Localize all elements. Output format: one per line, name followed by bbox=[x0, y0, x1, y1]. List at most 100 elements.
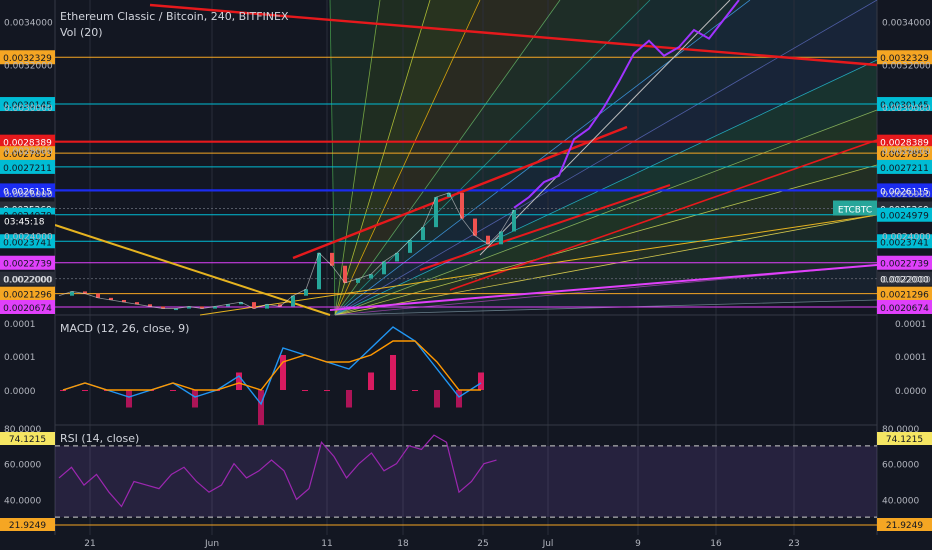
countdown: 03:45:18 bbox=[4, 218, 45, 228]
rsi-axis-left-tick: 60.0000 bbox=[4, 461, 41, 471]
macd-histogram-bar bbox=[126, 390, 132, 408]
macd-histogram-bar bbox=[324, 390, 330, 391]
price-candle bbox=[161, 306, 165, 309]
price-level-label: 0.0022739 bbox=[3, 260, 52, 270]
price-level-label: 0.0022000 bbox=[880, 276, 929, 286]
price-level-tag bbox=[0, 159, 55, 174]
chart-title: Ethereum Classic / Bitcoin, 240, BITFINE… bbox=[60, 10, 289, 23]
macd-histogram-bar bbox=[412, 390, 418, 391]
price-level-tag bbox=[877, 255, 932, 270]
macd-histogram-bar bbox=[280, 355, 286, 390]
macd-histogram-bar bbox=[346, 390, 352, 408]
price-candle bbox=[96, 293, 100, 298]
price-level-label: 0.0030145 bbox=[880, 101, 929, 111]
macd-legend: MACD (12, 26, close, 9) bbox=[60, 322, 190, 335]
price-level-tag bbox=[877, 234, 932, 249]
price-candle bbox=[187, 306, 191, 309]
price-level-tag bbox=[0, 286, 55, 301]
macd-histogram-bar bbox=[302, 390, 308, 391]
price-level-tag bbox=[877, 159, 932, 174]
price-candle bbox=[382, 261, 386, 275]
price-candle bbox=[83, 291, 87, 294]
rsi-axis-left-tick: 80.0000 bbox=[4, 425, 41, 435]
price-level-label: 0.0023741 bbox=[3, 238, 52, 248]
x-axis-tick: 16 bbox=[710, 539, 722, 549]
price-level-tag bbox=[0, 97, 55, 112]
price-line bbox=[58, 192, 515, 310]
price-axis-right-tick: 0.0028000 bbox=[882, 147, 931, 157]
price-candle bbox=[343, 265, 347, 283]
trend-line bbox=[149, 3, 878, 67]
price-candle bbox=[239, 302, 243, 305]
trend-line bbox=[54, 224, 331, 316]
rsi-value-tag bbox=[877, 432, 932, 445]
price-candle bbox=[473, 218, 477, 236]
price-level-label: 0.0028389 bbox=[3, 139, 52, 149]
price-level-label: 0.0020674 bbox=[880, 304, 929, 314]
x-axis-tick: 21 bbox=[84, 539, 95, 549]
rsi-value-label: 74.1215 bbox=[9, 435, 46, 445]
price-candle bbox=[135, 302, 139, 305]
price-level-label: 0.0026115 bbox=[3, 187, 52, 197]
price-candle bbox=[148, 304, 152, 307]
price-candle bbox=[421, 227, 425, 240]
price-axis-right-tick: 0.0026000 bbox=[882, 190, 931, 200]
macd-histogram-bar bbox=[478, 372, 484, 390]
price-level-label: 0.0032329 bbox=[880, 54, 929, 64]
price-candle bbox=[447, 192, 451, 198]
price-axis-left-tick: 0.0022000 bbox=[4, 276, 53, 286]
x-axis-tick: 23 bbox=[788, 539, 799, 549]
price-candle bbox=[70, 291, 74, 296]
rsi-bottom-label: 21.9249 bbox=[9, 521, 46, 531]
price-level-label: 0.0030145 bbox=[3, 101, 52, 111]
rsi-value-label: 74.1215 bbox=[886, 435, 923, 445]
price-candle bbox=[226, 304, 230, 307]
price-candle bbox=[278, 304, 282, 307]
price-axis-left-tick: 0.0034000 bbox=[4, 18, 53, 28]
rsi-axis-right-tick: 40.0000 bbox=[882, 496, 919, 506]
x-axis-tick: 9 bbox=[635, 539, 641, 549]
macd-histogram-bar bbox=[236, 372, 242, 390]
price-level-tag bbox=[877, 50, 932, 65]
price-level-label: 0.0024979 bbox=[880, 212, 929, 222]
price-candle bbox=[304, 289, 308, 296]
price-candle bbox=[252, 302, 256, 309]
macd-axis-left-tick: 0.0000 bbox=[4, 387, 36, 397]
price-level-label: 0.0020674 bbox=[3, 304, 52, 314]
trend-lines bbox=[54, 0, 878, 316]
price-axis-right-tick: 0.0034000 bbox=[882, 18, 931, 28]
rsi-band-fill bbox=[55, 445, 877, 518]
price-candle bbox=[174, 308, 178, 311]
price-level-label: 0.0022000 bbox=[3, 276, 52, 286]
price-candle bbox=[486, 235, 490, 245]
price-candle bbox=[356, 278, 360, 283]
price-axis-left-tick: 0.0028000 bbox=[4, 147, 53, 157]
trend-line bbox=[479, 0, 731, 256]
price-level-tag bbox=[877, 183, 932, 198]
price-candle bbox=[291, 295, 295, 307]
rsi-bottom-label: 21.9249 bbox=[886, 521, 923, 531]
macd-histogram-bar bbox=[368, 372, 374, 390]
price-level-label: 0.0021296 bbox=[880, 291, 929, 301]
fan-line bbox=[334, 59, 878, 316]
price-level-tag bbox=[877, 299, 932, 314]
price-level-label: 0.0023741 bbox=[880, 238, 929, 248]
price-level-tag bbox=[0, 50, 55, 65]
symbol-tag: ETCBTC bbox=[838, 206, 872, 216]
price-level-label: 0.0027853 bbox=[880, 150, 929, 160]
volume-legend: Vol (20) bbox=[60, 26, 103, 39]
price-candle bbox=[122, 300, 126, 303]
trend-line bbox=[199, 214, 878, 316]
price-candle bbox=[109, 297, 113, 300]
price-candle bbox=[369, 274, 373, 279]
fan-line bbox=[334, 109, 878, 316]
macd-axis-left-tick: 0.0001 bbox=[4, 320, 36, 330]
x-axis-tick: Jul bbox=[542, 539, 554, 549]
price-series bbox=[58, 0, 740, 311]
rsi-axis-left-tick: 40.0000 bbox=[4, 496, 41, 506]
macd-histogram-bar bbox=[192, 390, 198, 408]
price-candle bbox=[395, 252, 399, 262]
price-level-label: 0.0021296 bbox=[3, 291, 52, 301]
